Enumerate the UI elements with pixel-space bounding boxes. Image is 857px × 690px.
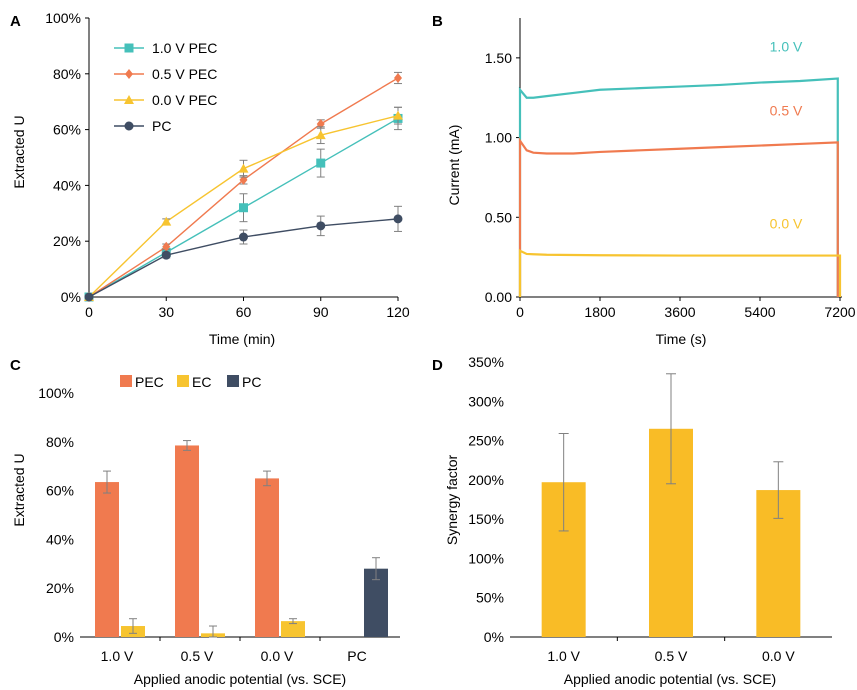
panel-a-point [394,72,402,83]
panel-c-ytick-label: 20% [46,580,74,596]
panel-a-legend-label: PC [152,118,171,134]
panel-b: B Current (mA) Time (s) 0.00 0.50 1.00 1.50… [432,13,856,347]
panel-a-point [238,163,249,173]
panel-a-xtick-label: 120 [386,304,410,320]
panel-c-category-label: 0.0 V [261,648,294,664]
panel-c-category-label: PC [347,648,366,664]
panel-c-legend-swatch [120,375,132,387]
panel-a-point [162,241,171,252]
panel-c-ylabel: Extracted U [11,453,27,526]
panel-d-ytick-label: 350% [468,354,504,370]
panel-c-ytick-label: 80% [46,434,74,450]
panel-d-label: D [432,357,443,374]
panel-a-point [316,119,325,130]
panel-b-xtick-label: 3600 [664,304,695,320]
panel-d-ytick-label: 50% [476,590,504,606]
panel-b-series-label: 0.5 V [770,102,803,118]
panel-a-ytick-label: 0% [61,289,81,305]
panel-a-legend-label: 0.5 V PEC [152,66,217,82]
panel-d: D Synergy factor Applied anodic potentia… [432,354,832,687]
panel-a-point [84,292,94,302]
panel-a-label: A [10,13,21,30]
panel-b-ytick-label: 1.00 [485,130,512,146]
panel-c-ytick-label: 60% [46,483,74,499]
panel-a-legend-marker [124,95,134,104]
panel-d-ylabel: Synergy factor [444,455,460,546]
panel-a-point [316,221,326,231]
panel-a-ytick-label: 80% [53,66,81,82]
panel-a-point [239,203,248,213]
panel-b-series-label: 1.0 V [770,39,803,55]
panel-a-xlabel: Time (min) [209,331,275,347]
panel-c-bar [281,621,305,637]
panel-a-point [239,232,248,242]
panel-c-legend-label: PC [242,374,261,390]
panel-b-xtick-label: 1800 [584,304,615,320]
panel-a-legend-marker [124,121,134,131]
panel-a-point [393,214,403,224]
panel-c-bar [175,445,199,637]
panel-a-series-line [88,77,399,298]
panel-a-legend-marker [125,69,133,79]
panel-c-ytick-label: 100% [38,385,74,401]
panel-b-series-label: 0.0 V [770,216,803,232]
panel-a-legend-marker [124,43,134,53]
panel-d-ytick-label: 150% [468,511,504,527]
panel-a-legend-label: 0.0 V PEC [152,92,217,108]
panel-a-ytick-label: 40% [53,177,81,193]
panel-b-series-line [518,137,839,297]
panel-b-ylabel: Current (mA) [446,125,462,206]
panel-a-xtick-label: 90 [313,304,329,320]
panel-a-xtick-label: 30 [158,304,174,320]
panel-d-ytick-label: 250% [468,433,504,449]
panel-b-xtick-label: 5400 [744,304,775,320]
panel-a-ytick-label: 100% [45,10,81,26]
panel-b-ytick-label: 0.00 [485,289,512,305]
panel-d-category-label: 0.0 V [762,648,795,664]
panel-b-series-line [518,249,842,297]
panel-c-legend-swatch [177,375,189,387]
panel-d-ytick-label: 100% [468,550,504,566]
panel-a-point [161,216,172,226]
panel-a-ytick-label: 60% [53,122,81,138]
panel-d-xlabel: Applied anodic potential (vs. SCE) [564,671,776,687]
panel-a-point [316,158,326,168]
panel-d-ytick-label: 0% [484,629,504,645]
panel-a: A Extracted U Time (min) 0% 20% 40% 60% 80% 1… [10,10,410,347]
panel-d-category-label: 1.0 V [547,648,580,664]
panel-c-category-label: 0.5 V [181,648,214,664]
panel-c-legend-swatch [227,375,239,387]
panel-b-series-line [518,77,839,297]
panel-b-ytick-label: 1.50 [485,50,512,66]
panel-a-xtick-label: 0 [85,304,93,320]
panel-c: C Extracted U Applied anodic potential (… [10,357,400,687]
panel-d-category-label: 0.5 V [655,648,688,664]
panel-a-ylabel: Extracted U [11,115,27,188]
panel-a-xtick-label: 60 [236,304,252,320]
panel-c-legend-label: PEC [135,374,164,390]
panel-d-ytick-label: 200% [468,472,504,488]
panel-b-ytick-label: 0.50 [485,209,512,225]
panel-a-point [315,130,326,140]
panel-c-bar [255,478,279,637]
panel-c-bar [95,482,119,637]
panel-a-ytick-label: 20% [53,233,81,249]
panel-c-ytick-label: 0% [54,629,74,645]
panel-c-ytick-label: 40% [46,531,74,547]
panel-d-ytick-label: 300% [468,393,504,409]
panel-c-xlabel: Applied anodic potential (vs. SCE) [134,671,346,687]
panel-a-point [161,250,171,260]
panel-a-point [393,110,403,120]
panel-c-category-label: 1.0 V [101,648,134,664]
panel-b-xtick-label: 0 [516,304,524,320]
panel-b-label: B [432,13,443,30]
panel-c-legend-label: EC [192,374,211,390]
panel-c-label: C [10,357,21,374]
panel-a-legend-label: 1.0 V PEC [152,40,217,56]
panel-b-xlabel: Time (s) [656,331,707,347]
panel-b-xtick-label: 7200 [824,304,855,320]
